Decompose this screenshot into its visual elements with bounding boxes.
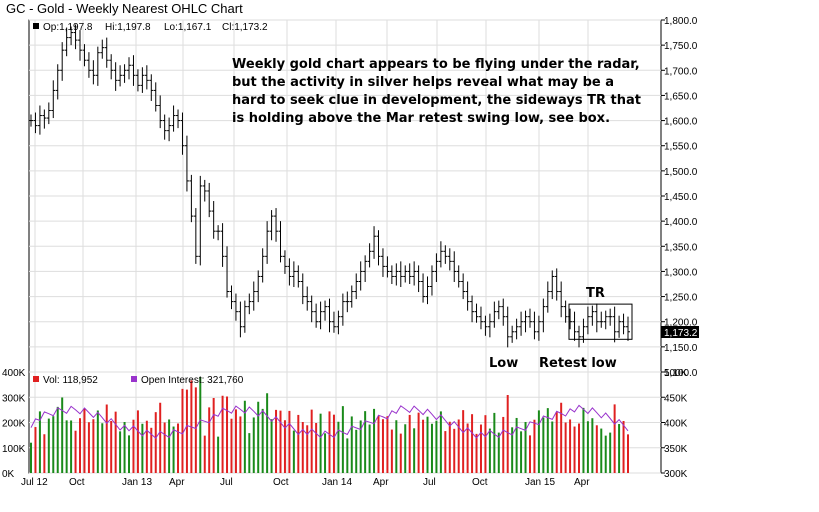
x-axis-label: Jan 15 bbox=[525, 477, 555, 488]
annotation-line-1: Weekly gold chart appears to be flying u… bbox=[232, 57, 640, 72]
price-tick-label: 1,400.0 bbox=[664, 217, 698, 228]
price-tick-label: 1,250.0 bbox=[664, 293, 698, 304]
annotation-line-2: but the activity in silver helps reveal … bbox=[232, 75, 614, 90]
x-axis-label: Jul bbox=[220, 477, 233, 488]
price-tick-label: 1,550.0 bbox=[664, 142, 698, 153]
price-tick-label: 1,500.0 bbox=[664, 167, 698, 178]
price-tick-label: 1,700.0 bbox=[664, 66, 698, 77]
legend-close: Cl:1,173.2 bbox=[222, 22, 268, 33]
price-gridlines bbox=[29, 19, 661, 373]
annotation-line-3: hard to seek clue in development, the si… bbox=[232, 93, 641, 108]
oi-tick-label: 450K bbox=[664, 393, 688, 404]
x-axis-label: Apr bbox=[169, 477, 185, 488]
retest-low-label: Retest low bbox=[539, 356, 617, 371]
oi-tick-label: 400K bbox=[664, 419, 688, 430]
volume-tick-label: 0K bbox=[2, 469, 15, 480]
x-axis-label: Jan 13 bbox=[122, 477, 152, 488]
price-tick-label: 1,350.0 bbox=[664, 242, 698, 253]
volume-left-axis: 400K 300K 200K 100K 0K bbox=[2, 368, 26, 480]
x-axis-label: Oct bbox=[69, 477, 85, 488]
volume-tick-label: 300K bbox=[2, 393, 26, 404]
x-axis-label: Jul 12 bbox=[21, 477, 48, 488]
x-axis-label: Apr bbox=[574, 477, 590, 488]
price-tick-label: 1,200.0 bbox=[664, 318, 698, 329]
x-axis-label: Oct bbox=[472, 477, 488, 488]
price-y-axis: 1,800.0 1,750.0 1,700.0 1,650.0 1,600.0 1,550… bbox=[661, 16, 698, 379]
ohlc-legend-swatch bbox=[33, 23, 39, 29]
chart-title: GC - Gold - Weekly Nearest OHLC Chart bbox=[6, 1, 243, 16]
x-axis-label: Jan 14 bbox=[322, 477, 352, 488]
x-axis-labels: Jul 12 Oct Jan 13 Apr Jul Oct Jan 14 Apr Jul Oct J… bbox=[21, 477, 590, 488]
legend-volume: Vol: 118,952 bbox=[43, 375, 98, 386]
trading-range-box bbox=[568, 303, 633, 340]
legend-open: Op:1,197.8 bbox=[43, 22, 93, 33]
legend-high: Hi:1,197.8 bbox=[105, 22, 151, 33]
low-label: Low bbox=[489, 356, 518, 371]
price-tick-label: 1,750.0 bbox=[664, 41, 698, 52]
last-price-label: 1,173.2 bbox=[664, 328, 698, 339]
volume-legend-swatch bbox=[33, 376, 39, 382]
price-tick-label: 1,300.0 bbox=[664, 267, 698, 278]
last-price-marker bbox=[661, 326, 699, 338]
price-tick-label: 1,150.0 bbox=[664, 343, 698, 354]
price-tick-label: 1,800.0 bbox=[664, 16, 698, 27]
price-tick-label: 1,650.0 bbox=[664, 91, 698, 102]
open-interest-right-axis: 500K 450K 400K 350K 300K bbox=[661, 368, 688, 480]
x-axis-label: Apr bbox=[373, 477, 389, 488]
oi-tick-label: 350K bbox=[664, 444, 688, 455]
oi-tick-label: 300K bbox=[664, 469, 688, 480]
volume-tick-label: 400K bbox=[2, 368, 26, 379]
legend-open-interest: Open Interest: 321,760 bbox=[141, 375, 244, 386]
x-axis-label: Oct bbox=[273, 477, 289, 488]
tr-label: TR bbox=[586, 286, 605, 301]
volume-tick-label: 100K bbox=[2, 444, 26, 455]
price-tick-label: 1,100.0 bbox=[664, 368, 698, 379]
annotation-line-4: is holding above the Mar retest swing lo… bbox=[232, 111, 610, 126]
x-axis-label: Jul bbox=[423, 477, 436, 488]
volume-tick-label: 200K bbox=[2, 419, 26, 430]
open-interest-line bbox=[30, 404, 629, 439]
oi-tick-label: 500K bbox=[664, 368, 688, 379]
price-tick-label: 1,600.0 bbox=[664, 117, 698, 128]
legend-low: Lo:1,167.1 bbox=[164, 22, 212, 33]
price-tick-label: 1,450.0 bbox=[664, 192, 698, 203]
open-interest-legend-swatch bbox=[131, 376, 137, 382]
ohlc-bars bbox=[29, 24, 630, 348]
